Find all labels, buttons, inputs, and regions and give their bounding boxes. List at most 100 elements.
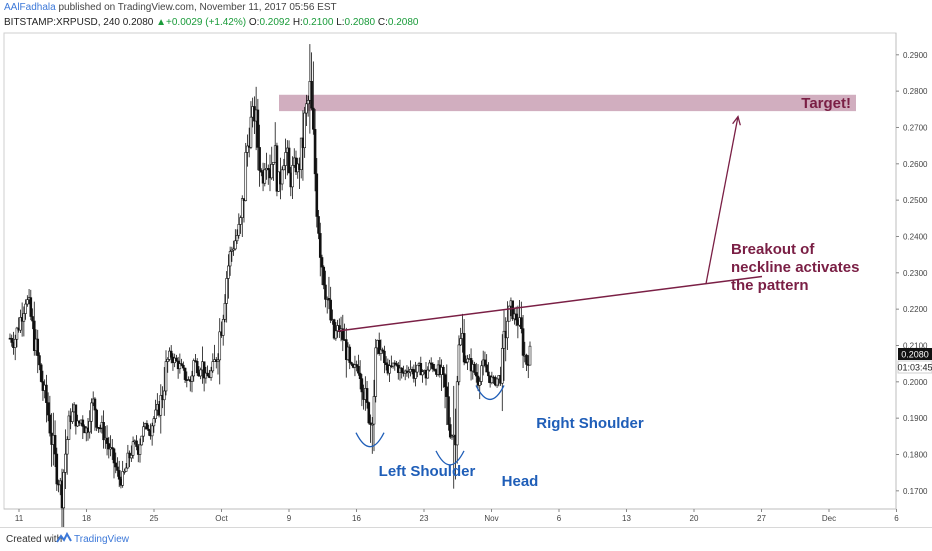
candle-body xyxy=(511,300,514,320)
candle-body xyxy=(64,453,67,473)
price-tick-label: 0.2400 xyxy=(903,232,928,241)
candle-body xyxy=(358,372,362,379)
candle-body xyxy=(218,331,222,361)
price-tick-label: 0.2200 xyxy=(903,305,928,314)
candle-body xyxy=(81,419,85,427)
time-tick-label: 6 xyxy=(557,514,562,523)
left-shoulder-label: Left Shoulder xyxy=(379,463,476,480)
low-label: L: xyxy=(336,17,345,28)
candle-body xyxy=(367,402,371,424)
candle-body xyxy=(140,435,144,446)
candle-body xyxy=(312,107,315,130)
candle-body xyxy=(93,398,97,411)
candle-body xyxy=(507,305,511,322)
candle-body xyxy=(450,435,454,438)
candle-series xyxy=(8,44,532,527)
time-tick-label: 23 xyxy=(420,514,429,523)
close-label: C: xyxy=(377,17,388,28)
price-chart[interactable]: 0.1700 0.1800 0.1900 0.2000 0.2100 0.2200 0.23… xyxy=(0,0,932,527)
candle-body xyxy=(256,109,260,148)
candle-body xyxy=(67,415,71,440)
price-badges: 0.2080 01:03:45 xyxy=(897,348,932,374)
candle-body xyxy=(10,338,14,343)
candle-body xyxy=(13,338,17,349)
candle-body xyxy=(102,422,105,441)
symbol-line: BITSTAMP:XRPUSD, 240 0.2080 ▲+0.0029 (+1… xyxy=(4,17,419,28)
countdown-badge-text: 01:03:45 xyxy=(897,363,932,373)
candle-body xyxy=(110,447,114,450)
target-arrowhead xyxy=(732,115,741,126)
candle-body xyxy=(159,395,163,416)
candle-body xyxy=(107,443,111,450)
candle-body xyxy=(315,173,319,217)
candle-body xyxy=(26,299,29,305)
candle-body xyxy=(473,364,476,373)
candle-body xyxy=(500,348,504,384)
up-arrow-icon: ▲ xyxy=(156,17,167,28)
author-link[interactable]: AAlFadhala xyxy=(4,2,56,13)
candle-body xyxy=(350,362,353,365)
candle-body xyxy=(29,297,33,317)
candle-body xyxy=(476,375,480,386)
candle-body xyxy=(421,371,424,376)
candle-body xyxy=(466,358,469,363)
candle-body xyxy=(166,358,170,362)
candle-body xyxy=(270,164,274,179)
symbol-name[interactable]: BITSTAMP:XRPUSD, 240 xyxy=(4,17,120,28)
candle-body xyxy=(169,350,173,358)
candle-body xyxy=(370,423,374,426)
candle-body xyxy=(445,386,449,397)
price-axis[interactable]: 0.1700 0.1800 0.1900 0.2000 0.2100 0.2200 0.23… xyxy=(896,51,928,496)
candle-body xyxy=(355,364,358,367)
time-tick-label: 11 xyxy=(15,514,24,523)
candle-body xyxy=(429,362,433,365)
candle-body xyxy=(202,361,206,379)
candle-body xyxy=(206,372,209,377)
candle-body xyxy=(520,317,523,329)
candle-body xyxy=(240,198,244,218)
candle-body xyxy=(266,168,270,171)
candle-body xyxy=(377,340,381,354)
candle-body xyxy=(234,240,237,250)
candle-body xyxy=(305,103,308,114)
candle-body xyxy=(15,327,19,340)
candle-body xyxy=(426,369,430,379)
candle-body xyxy=(65,439,69,455)
candle-body xyxy=(282,165,286,171)
candle-body xyxy=(74,404,78,427)
price-tick-label: 0.2600 xyxy=(903,160,928,169)
candle-body xyxy=(199,369,202,377)
candle-body xyxy=(232,248,235,251)
candle-body xyxy=(90,402,93,422)
candle-body xyxy=(154,409,157,419)
target-label: Target! xyxy=(801,95,851,112)
candle-body xyxy=(324,284,327,300)
right-shoulder-label: Right Shoulder xyxy=(536,415,644,432)
candle-body xyxy=(521,328,525,356)
price-tick-label: 0.2700 xyxy=(903,123,928,132)
candle-body xyxy=(45,384,48,403)
tradingview-brand[interactable]: TradingView xyxy=(74,534,130,545)
candle-body xyxy=(71,411,74,422)
candle-body xyxy=(407,371,410,374)
candle-body xyxy=(320,257,324,268)
candle-body xyxy=(142,426,145,437)
time-tick-label: 16 xyxy=(352,514,361,523)
candle-body xyxy=(114,462,118,468)
candle-body xyxy=(62,472,66,509)
candle-body xyxy=(116,466,119,471)
candle-body xyxy=(334,330,338,339)
candle-body xyxy=(24,303,27,314)
candle-body xyxy=(230,249,234,252)
price-tick-label: 0.1900 xyxy=(903,414,928,423)
candle-body xyxy=(260,170,263,173)
candle-body xyxy=(195,361,199,374)
candle-body xyxy=(360,378,364,393)
candle-body xyxy=(502,330,506,349)
time-axis[interactable]: 111825Oct91623Nov6132027Dec611 xyxy=(15,509,932,523)
candle-body xyxy=(162,390,166,401)
candle-body xyxy=(433,368,436,371)
candle-body xyxy=(462,333,466,363)
candle-body xyxy=(284,152,287,166)
tradingview-logo-icon[interactable] xyxy=(56,532,72,546)
